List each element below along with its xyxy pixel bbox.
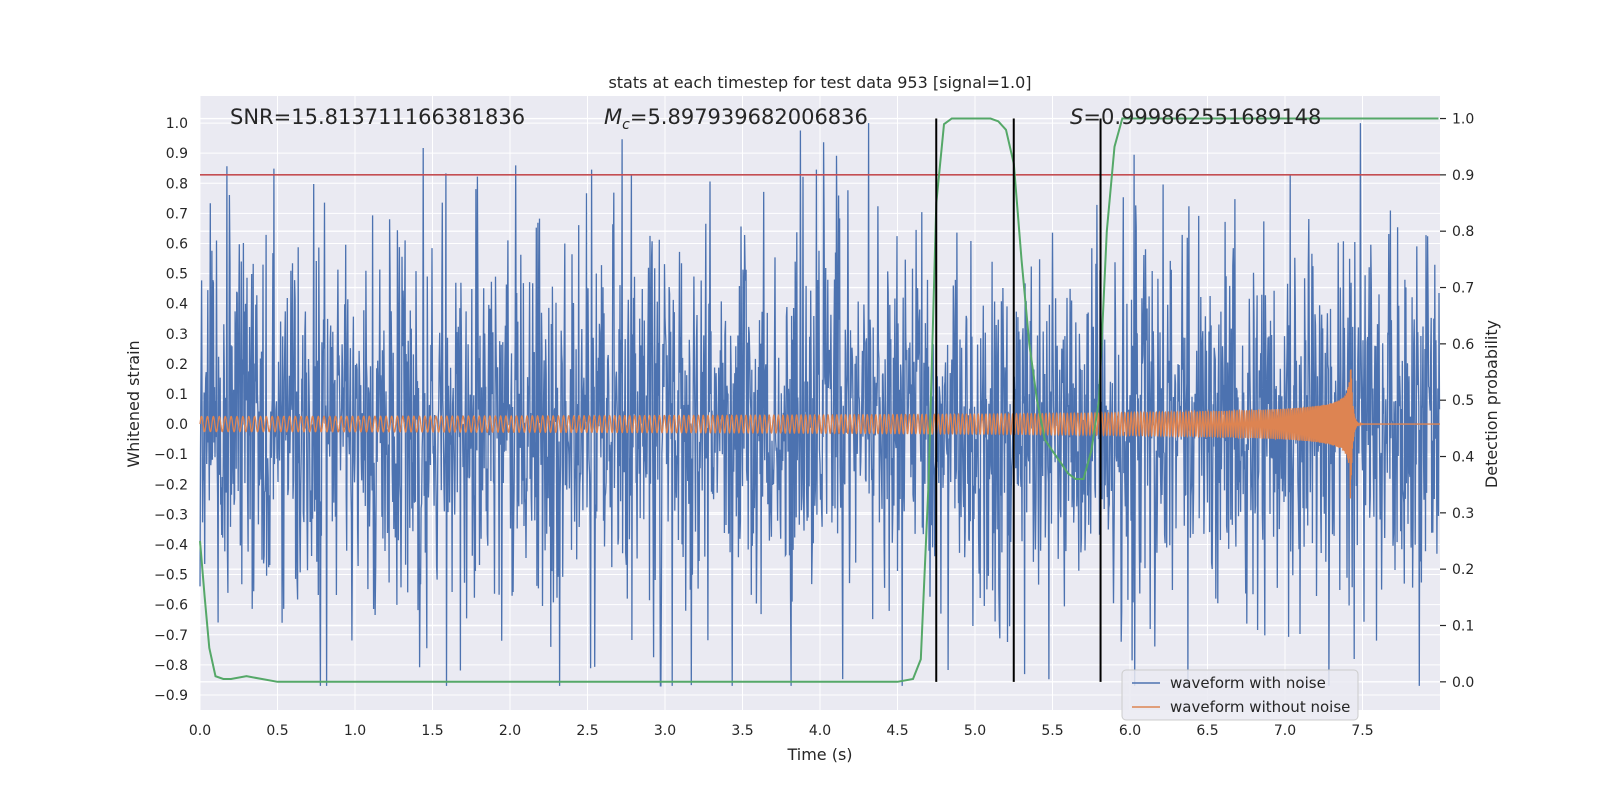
legend: waveform with noise waveform without noi…: [1121, 669, 1359, 721]
y-tick-label: −0.4: [154, 537, 188, 553]
y-tick-label: −0.8: [154, 658, 188, 674]
mc-equals: =: [630, 105, 648, 129]
x-tick-label: 0.0: [189, 723, 211, 739]
y2-tick-label: 0.2: [1452, 562, 1474, 578]
y-tick-label: 0.5: [166, 267, 188, 283]
snr-label: SNR: [230, 105, 274, 129]
clean-waveform-line: [199, 369, 1440, 499]
x-tick-label: 1.0: [344, 723, 366, 739]
series-waveform-with-noise: [199, 123, 1441, 687]
x-tick-label: 7.5: [1351, 723, 1373, 739]
mc-annotation: Mc=5.897939682006836: [604, 105, 868, 133]
legend-label-waveform-without-noise: waveform without noise: [1170, 698, 1350, 716]
vertical-markers: [935, 118, 1102, 682]
s-value: 0.999862551689148: [1101, 105, 1321, 129]
mc-subscript: c: [622, 117, 630, 133]
y2-tick-label: 0.7: [1452, 281, 1474, 297]
y2-axis-label: Detection probability: [1482, 320, 1501, 488]
snr-equals: =: [274, 105, 292, 129]
x-tick-label: 7.0: [1274, 723, 1296, 739]
y-tick-label: 0.9: [166, 146, 188, 162]
x-tick-label: 2.0: [499, 723, 521, 739]
chart-title: stats at each timestep for test data 953…: [608, 73, 1031, 92]
y2-tick-label: 0.1: [1452, 619, 1474, 635]
detection-probability-line: [199, 117, 1439, 683]
y-tick-label: 0.0: [166, 417, 188, 433]
y-tick-label: −0.2: [154, 477, 188, 493]
y2-axis-ticks: 1.0 0.9 0.8 0.7 0.6 0.5 0.4 0.3 0.2 0.1 0.0: [1440, 112, 1474, 691]
y2-tick-label: 0.9: [1452, 168, 1474, 184]
x-tick-label: 3.0: [654, 723, 676, 739]
y2-tick-label: 0.4: [1452, 450, 1474, 466]
x-tick-label: 0.5: [266, 723, 288, 739]
y2-tick-label: 0.3: [1452, 506, 1474, 522]
y-tick-label: 0.7: [166, 206, 188, 222]
y-tick-label: 0.8: [166, 176, 188, 192]
x-tick-label: 5.0: [964, 723, 986, 739]
y-tick-label: −0.9: [154, 688, 188, 704]
y-axis-ticks: 1.0 0.9 0.8 0.7 0.6 0.5 0.4 0.3 0.2 0.1 0.0 −0.1 −0.…: [154, 116, 188, 704]
legend-box: [1121, 669, 1359, 721]
y2-tick-label: 0.8: [1452, 224, 1474, 240]
y-tick-label: 0.1: [166, 387, 188, 403]
s-annotation: S=0.999862551689148: [1070, 105, 1321, 129]
y2-tick-label: 0.6: [1452, 337, 1474, 353]
x-tick-label: 5.5: [1041, 723, 1063, 739]
y-axis-label: Whitened strain: [124, 340, 143, 467]
series-detection-probability: [199, 117, 1439, 683]
x-tick-label: 6.5: [1196, 723, 1218, 739]
noise-waveform-line: [199, 123, 1441, 687]
s-equals: =: [1083, 105, 1101, 129]
x-tick-label: 1.5: [421, 723, 443, 739]
y-tick-label: 0.6: [166, 236, 188, 252]
series-waveform-without-noise: [199, 369, 1440, 499]
y-tick-label: −0.3: [154, 507, 188, 523]
x-axis-ticks: 0.0 0.5 1.0 1.5 2.0 2.5 3.0 3.5 4.0 4.5 5.0 5.5 6.0 6…: [189, 723, 1374, 739]
y-tick-label: 0.3: [166, 327, 188, 343]
y-tick-label: −0.1: [154, 447, 188, 463]
x-tick-label: 4.5: [886, 723, 908, 739]
x-tick-label: 2.5: [576, 723, 598, 739]
mc-value: 5.897939682006836: [647, 105, 867, 129]
x-axis-label: Time (s): [786, 745, 852, 764]
snr-annotation: SNR=15.813711166381836: [230, 105, 525, 129]
y-tick-label: 1.0: [166, 116, 188, 132]
snr-value: 15.813711166381836: [291, 105, 525, 129]
y-tick-label: 0.2: [166, 357, 188, 373]
x-tick-label: 4.0: [809, 723, 831, 739]
y-tick-label: −0.5: [154, 568, 188, 584]
y2-tick-label: 0.5: [1452, 393, 1474, 409]
legend-label-waveform-with-noise: waveform with noise: [1170, 674, 1326, 692]
x-tick-label: 6.0: [1119, 723, 1141, 739]
y2-tick-label: 1.0: [1452, 112, 1474, 128]
y-tick-label: −0.6: [154, 598, 188, 614]
mc-label: M: [604, 105, 622, 129]
y-tick-label: −0.7: [154, 628, 188, 644]
x-tick-label: 3.5: [731, 723, 753, 739]
y2-tick-label: 0.0: [1452, 675, 1474, 691]
y-tick-label: 0.4: [166, 297, 188, 313]
s-label: S: [1070, 105, 1083, 129]
